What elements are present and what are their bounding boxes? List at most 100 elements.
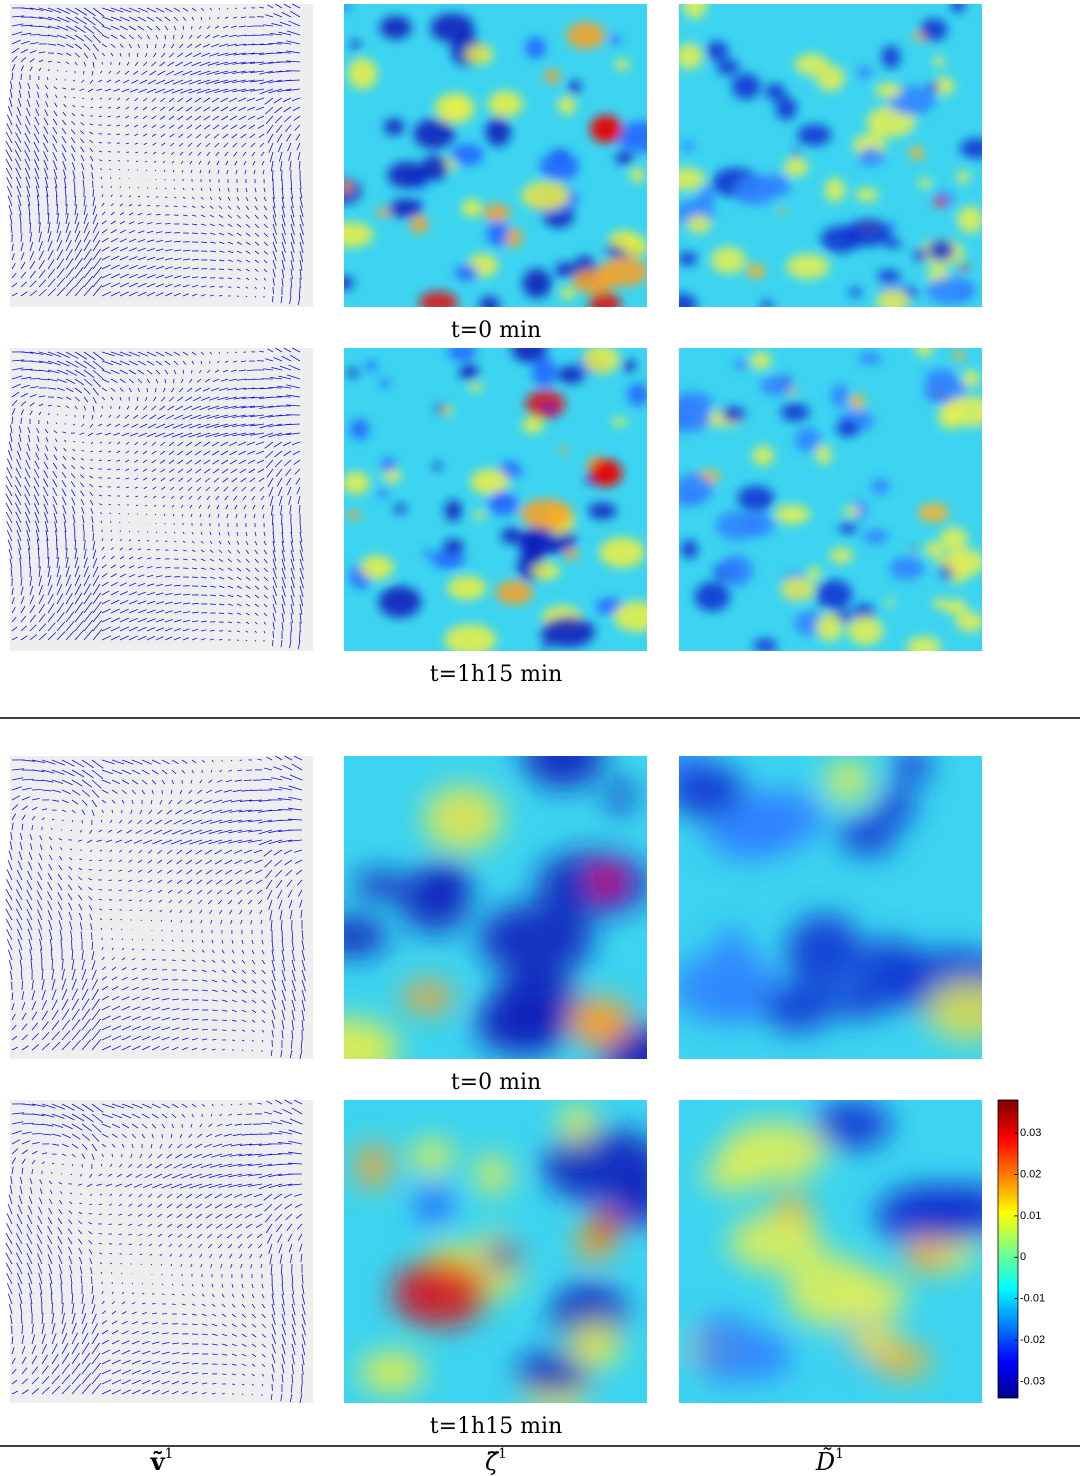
arrow: [232, 79, 247, 84]
arrow: [5, 1232, 13, 1245]
arrow: [168, 97, 175, 103]
arrow: [231, 1333, 237, 1337]
arrow: [110, 194, 113, 198]
arrow: [60, 1283, 63, 1295]
arrow: [196, 486, 202, 492]
blob: [413, 118, 455, 150]
arrow: [51, 999, 58, 1011]
arrow: [71, 1153, 76, 1158]
arrow: [119, 212, 125, 216]
arrow: [263, 368, 274, 371]
blob: [923, 376, 967, 406]
arrow: [153, 160, 157, 163]
arrow: [128, 556, 134, 560]
arrow: [214, 1133, 223, 1138]
arrow: [92, 7, 105, 17]
arrow: [101, 351, 115, 357]
blob: [450, 143, 484, 166]
arrow: [38, 623, 47, 632]
tick-label: 0.03: [1020, 1127, 1041, 1139]
arrow: [131, 1006, 141, 1011]
arrow: [21, 1345, 26, 1355]
arrow: [196, 88, 211, 94]
arrow: [200, 232, 207, 235]
arrow: [244, 869, 253, 875]
arrow: [218, 268, 225, 270]
arrow: [211, 959, 216, 963]
arrow: [135, 829, 143, 834]
arrow: [36, 427, 40, 434]
arrow: [144, 1173, 153, 1179]
arrow: [219, 1253, 223, 1259]
arrow: [74, 213, 79, 225]
arrow: [200, 576, 207, 579]
arrow: [81, 759, 94, 769]
arrow: [81, 171, 85, 180]
arrow: [135, 495, 139, 498]
arrow: [38, 1197, 43, 1205]
arrow: [281, 11, 292, 18]
arrow: [191, 1391, 198, 1395]
arrow: [129, 432, 139, 437]
arrow: [191, 187, 194, 191]
arrow: [259, 1253, 263, 1259]
arrow: [220, 97, 229, 103]
arrow: [43, 159, 49, 171]
arrow: [275, 1099, 283, 1105]
arrow: [38, 25, 51, 29]
arrow: [78, 1220, 83, 1225]
arrow: [56, 287, 66, 297]
arrow: [267, 477, 274, 488]
arrow: [159, 909, 163, 913]
tick-label: -0.02: [1020, 1334, 1045, 1346]
arrow: [281, 979, 286, 992]
arrow: [71, 769, 85, 778]
arrow: [74, 405, 78, 410]
arrow: [271, 1323, 277, 1335]
arrow: [181, 1391, 188, 1395]
blob: [344, 181, 353, 194]
blob: [379, 15, 412, 40]
arrow: [144, 160, 148, 163]
arrow: [281, 989, 286, 1001]
blob: [423, 785, 503, 851]
arrow: [38, 411, 42, 416]
arrow: [15, 898, 23, 911]
arrow: [119, 819, 123, 824]
arrow: [238, 829, 253, 833]
arrow: [246, 369, 256, 371]
blob: [560, 1102, 594, 1144]
arrow: [101, 16, 114, 22]
arrow: [230, 1263, 233, 1269]
arrow: [57, 874, 63, 881]
arrow: [57, 1218, 63, 1225]
arrow: [149, 70, 157, 76]
arrow: [198, 839, 213, 845]
arrow: [45, 445, 49, 452]
arrow: [296, 486, 301, 495]
arrow: [181, 513, 184, 517]
arrow: [261, 1313, 266, 1319]
arrow: [151, 1103, 161, 1109]
arrow: [128, 369, 137, 375]
arrow: [154, 88, 166, 94]
arrow: [141, 1103, 152, 1109]
arrow: [230, 468, 238, 474]
arrow: [111, 1143, 116, 1148]
arrow: [128, 360, 139, 366]
arrow: [168, 441, 175, 447]
arrow: [110, 229, 117, 234]
arrow: [197, 1133, 203, 1138]
arrow: [92, 197, 96, 207]
arrow: [212, 378, 220, 383]
arrow: [47, 387, 57, 390]
arrow: [238, 1153, 253, 1157]
arrow: [83, 619, 94, 632]
arrow: [74, 378, 85, 386]
arrow: [271, 969, 276, 982]
arrow: [281, 531, 284, 544]
arrow: [264, 441, 274, 449]
arrow: [64, 530, 67, 542]
arrow: [78, 903, 83, 911]
arrow: [211, 969, 217, 973]
